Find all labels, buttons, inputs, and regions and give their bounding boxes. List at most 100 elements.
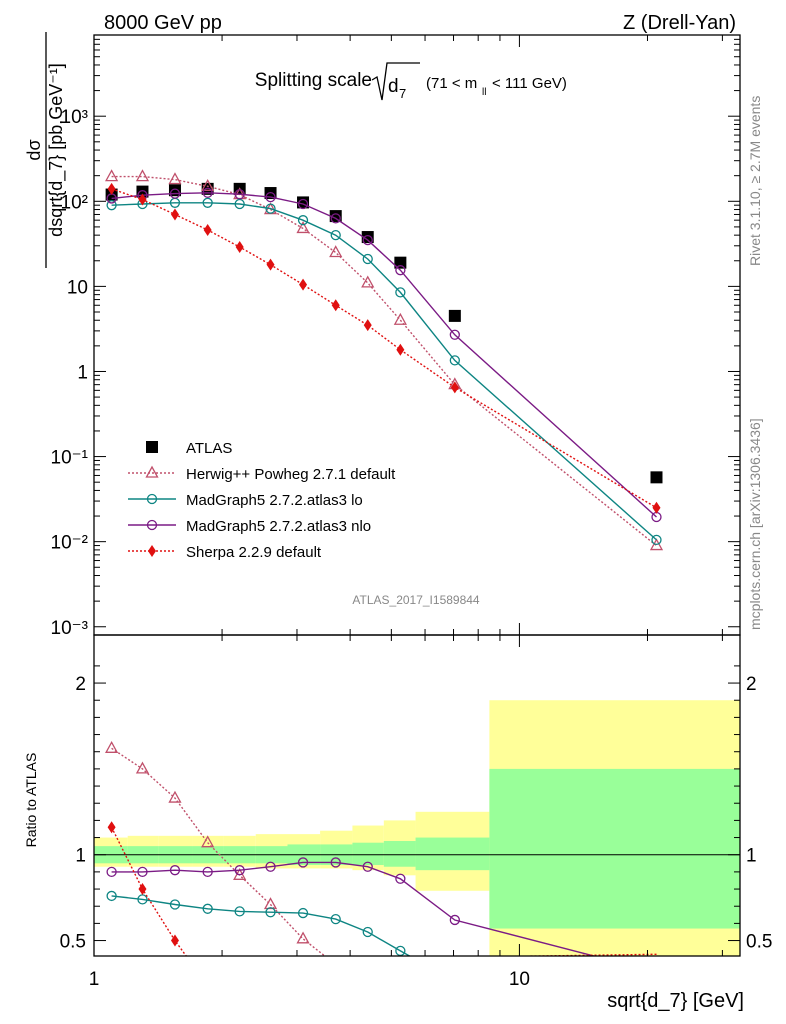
ratio-line-herwig (111, 747, 326, 956)
y-tick-label: 10² (61, 192, 88, 213)
ratio-line-madgraph5-lo (111, 895, 411, 956)
data-point-herwig (296, 221, 310, 234)
data-point-madgraph5-lo (265, 203, 276, 214)
mcplots-reference-text: mcplots.cern.ch [arXiv:1306.3436] (747, 418, 763, 630)
ratio-y-tick-label: 0.5 (60, 932, 86, 953)
data-point-madgraph5-nlo (169, 188, 181, 199)
x-tick-label: 10 (509, 969, 530, 990)
data-point-herwig (649, 538, 664, 551)
x-tick-label: 1 (89, 969, 100, 990)
y-tick-label: 10⁻³ (51, 618, 89, 639)
ratio-point-herwig (296, 931, 310, 944)
legend-label: ATLAS (186, 440, 232, 457)
data-point-sherpa (331, 299, 340, 312)
data-point-sherpa (450, 381, 459, 394)
data-point-atlas (361, 231, 374, 244)
data-point-sherpa (138, 193, 147, 206)
data-point-atlas (394, 256, 407, 269)
ratio-y-tick-label: 1 (75, 846, 86, 867)
ratio-point-sherpa (170, 934, 179, 947)
series-line-madgraph5-nlo (111, 192, 657, 518)
main-panel-series (105, 169, 664, 551)
ratio-point-madgraph5-nlo (297, 857, 309, 868)
data-point-madgraph5-lo (651, 534, 662, 546)
rivet-version-text: Rivet 3.1.10, ≥ 2.7M events (747, 96, 763, 266)
data-point-madgraph5-nlo (297, 198, 309, 210)
ratio-panel-series (105, 740, 657, 956)
svg-text:d: d (388, 76, 399, 97)
ratio-band-inner (352, 842, 384, 866)
ratio-point-madgraph5-lo (297, 907, 309, 919)
ratio-point-madgraph5-nlo (106, 866, 117, 878)
data-point-herwig (393, 312, 407, 325)
ratio-point-herwig (105, 740, 119, 753)
ratio-y-axis-label: Ratio to ATLAS (23, 753, 39, 848)
legend-label: Herwig++ Powheg 2.7.1 default (186, 466, 396, 483)
data-point-madgraph5-lo (330, 230, 341, 241)
legend-marker (146, 493, 158, 505)
ratio-y-tick-label: 2 (746, 674, 757, 695)
y-tick-label: 1 (77, 362, 88, 383)
legend-label: Sherpa 2.2.9 default (186, 544, 322, 561)
data-point-herwig (329, 245, 343, 258)
svg-text:< 111 GeV): < 111 GeV) (492, 75, 567, 92)
data-point-herwig (105, 169, 119, 182)
legend: ATLAS Herwig++ Powheg 2.7.1 default MadGra… (128, 440, 396, 561)
data-point-madgraph5-lo (297, 215, 309, 226)
y-tick-label: 10⁻² (51, 533, 89, 554)
ratio-point-madgraph5-lo (265, 907, 276, 918)
series-line-madgraph5-lo (111, 202, 657, 541)
ratio-y-tick-label: 0.5 (746, 932, 772, 953)
svg-text:(71 < m: (71 < m (426, 75, 477, 92)
y-tick-label: 10⁻¹ (51, 448, 89, 469)
ratio-point-madgraph5-nlo (169, 865, 181, 876)
data-point-madgraph5-nlo (330, 213, 341, 224)
ratio-line-madgraph5-nlo (111, 861, 597, 956)
ratio-point-madgraph5-nlo (234, 865, 245, 876)
data-point-sherpa (652, 501, 661, 514)
data-point-herwig (168, 172, 182, 185)
svg-text:dsqrt{d_7} [pb,GeV⁻¹]: dsqrt{d_7} [pb,GeV⁻¹] (46, 63, 67, 237)
y-tick-label: 10 (67, 277, 88, 298)
data-point-herwig (201, 178, 215, 191)
ratio-y-tick-label: 1 (746, 846, 757, 867)
data-point-herwig (361, 275, 375, 288)
data-point-sherpa (363, 319, 372, 332)
data-point-atlas (329, 210, 342, 223)
data-point-madgraph5-nlo (265, 191, 276, 203)
ratio-point-sherpa (138, 883, 147, 896)
ratio-point-madgraph5-lo (330, 913, 341, 925)
legend-marker (146, 519, 158, 531)
svg-text:dσ: dσ (24, 139, 44, 160)
data-point-sherpa (396, 343, 405, 356)
header-right: Z (Drell-Yan) (623, 12, 736, 34)
x-axis-label: sqrt{d_7} [GeV] (607, 990, 744, 1012)
title-sqrt-d7: d 7 (371, 62, 420, 101)
legend-marker (145, 465, 159, 478)
data-point-atlas (448, 309, 461, 322)
svg-text:7: 7 (399, 86, 406, 101)
data-point-madgraph5-nlo (362, 234, 373, 246)
series-line-herwig (111, 175, 657, 547)
data-point-sherpa (235, 241, 244, 254)
ratio-point-herwig (201, 835, 215, 848)
ratio-y-tick-label: 2 (75, 674, 86, 695)
ratio-point-madgraph5-nlo (137, 866, 148, 878)
main-y-axis-label: dσ dsqrt{d_7} [pb,GeV⁻¹] (24, 32, 67, 268)
data-point-madgraph5-nlo (234, 189, 245, 200)
data-point-atlas (650, 471, 663, 484)
ratio-point-madgraph5-lo (362, 926, 373, 938)
data-point-sherpa (170, 208, 179, 221)
data-point-madgraph5-lo (362, 253, 373, 265)
ratio-point-madgraph5-lo (202, 903, 213, 914)
data-point-sherpa (203, 223, 212, 236)
data-point-herwig (135, 169, 150, 182)
ratio-band-inner (489, 768, 740, 929)
ratio-point-madgraph5-nlo (449, 914, 460, 926)
analysis-watermark: ATLAS_2017_I1589844 (352, 593, 480, 607)
ratio-point-herwig (135, 761, 150, 774)
data-point-madgraph5-nlo (449, 329, 460, 340)
ratio-point-herwig (168, 790, 182, 803)
ratio-band-inner (415, 837, 490, 871)
